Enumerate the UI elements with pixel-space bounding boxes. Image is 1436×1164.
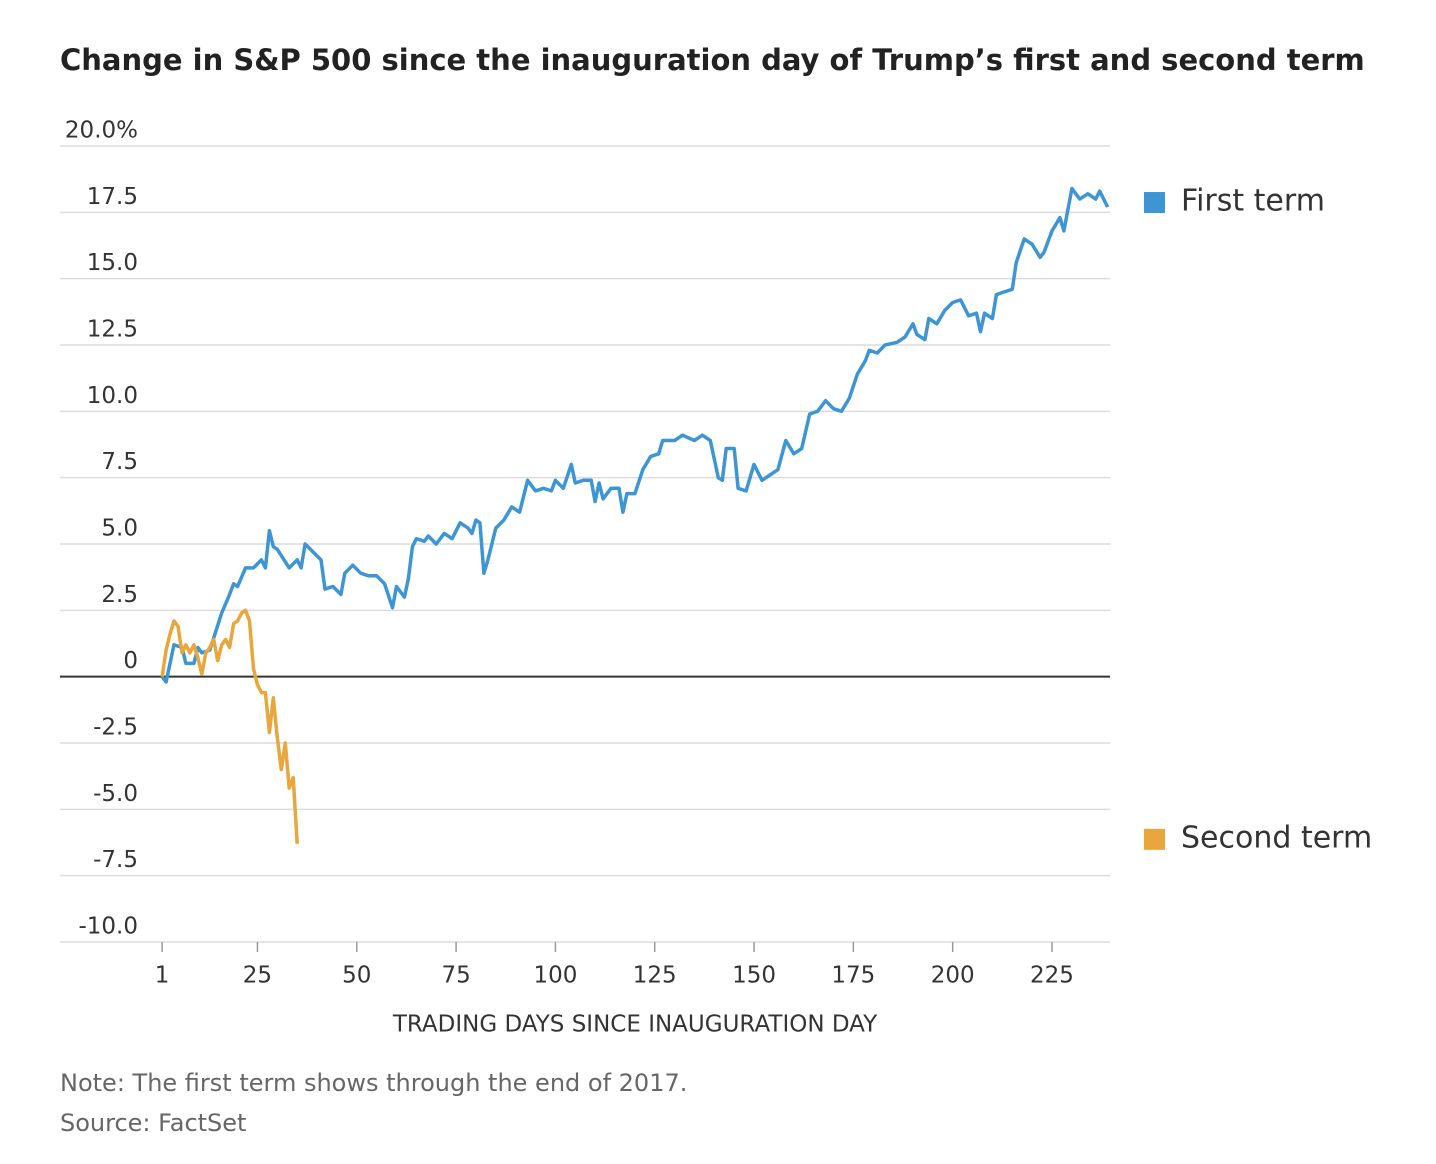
series-line: [160, 608, 299, 844]
chart-title: Change in S&P 500 since the inauguration…: [60, 43, 1365, 77]
x-tick-label: 125: [633, 963, 677, 989]
x-tick-label: 25: [243, 963, 272, 989]
y-tick-label: 0: [123, 648, 138, 674]
y-tick-label: 10.0: [87, 383, 138, 409]
y-tick-label: 20.0%: [65, 118, 138, 144]
note: Note: The first term shows through the e…: [60, 1069, 687, 1097]
x-tick-label: 225: [1030, 963, 1074, 989]
x-tick-label: 175: [831, 963, 875, 989]
y-tick-label: -5.0: [93, 781, 138, 807]
legend-swatch: [1144, 828, 1165, 850]
x-tick-label: 50: [342, 963, 371, 989]
x-tick-label: 100: [533, 963, 577, 989]
legend-swatch: [1144, 192, 1165, 214]
y-tick-label: -2.5: [93, 715, 138, 741]
y-tick-label: 2.5: [101, 582, 138, 608]
legend-label: First term: [1181, 184, 1325, 219]
legend-label: Second term: [1181, 820, 1372, 855]
x-tick-label: 150: [732, 963, 776, 989]
series-line: [160, 186, 1110, 684]
y-tick-label: 7.5: [101, 449, 138, 475]
source: Source: FactSet: [60, 1109, 246, 1137]
x-tick-label: 200: [931, 963, 975, 989]
x-tick-label: 75: [441, 963, 470, 989]
x-tick-label: 1: [155, 963, 170, 989]
y-tick-label: 15.0: [87, 250, 138, 276]
y-tick-label: 5.0: [101, 516, 138, 542]
y-tick-label: 12.5: [87, 317, 138, 343]
y-tick-label: -7.5: [93, 847, 138, 873]
x-axis-title: TRADING DAYS SINCE INAUGURATION DAY: [392, 1012, 878, 1038]
y-tick-label: 17.5: [87, 184, 138, 210]
y-tick-label: -10.0: [78, 914, 138, 940]
